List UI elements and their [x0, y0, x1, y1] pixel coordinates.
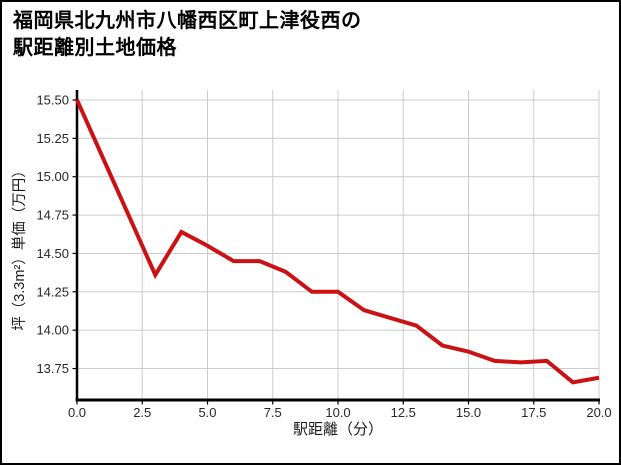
- y-tick-label: 14.00: [36, 323, 69, 338]
- x-tick-label: 2.5: [133, 405, 151, 420]
- y-tick-label: 13.75: [36, 361, 69, 376]
- x-tick-label: 12.5: [391, 405, 416, 420]
- x-tick-label: 17.5: [521, 405, 546, 420]
- y-tick-label: 14.25: [36, 284, 69, 299]
- x-tick-label: 5.0: [198, 405, 216, 420]
- x-tick-label: 7.5: [264, 405, 282, 420]
- chart-title-line2: 駅距離別土地価格: [13, 37, 177, 59]
- chart-title-line1: 福岡県北九州市八幡西区町上津役西の: [13, 10, 362, 32]
- price-line-series: [75, 99, 600, 385]
- chart-title: 福岡県北九州市八幡西区町上津役西の 駅距離別土地価格: [13, 8, 362, 62]
- y-tick-label: 14.75: [36, 208, 69, 223]
- x-tick-label: 20.0: [586, 405, 611, 420]
- y-tick-label: 14.50: [36, 246, 69, 261]
- y-tick-label: 15.00: [36, 169, 69, 184]
- y-tick-label: 15.25: [36, 131, 69, 146]
- x-axis-label: 駅距離（分）: [293, 420, 383, 438]
- y-axis-label: 坪（3.3m²）単価（万円）: [11, 163, 28, 331]
- x-tick-label: 0.0: [68, 405, 86, 420]
- x-tick-label: 10.0: [325, 405, 350, 420]
- x-tick-label: 15.0: [456, 405, 481, 420]
- y-tick-label: 15.50: [36, 92, 69, 107]
